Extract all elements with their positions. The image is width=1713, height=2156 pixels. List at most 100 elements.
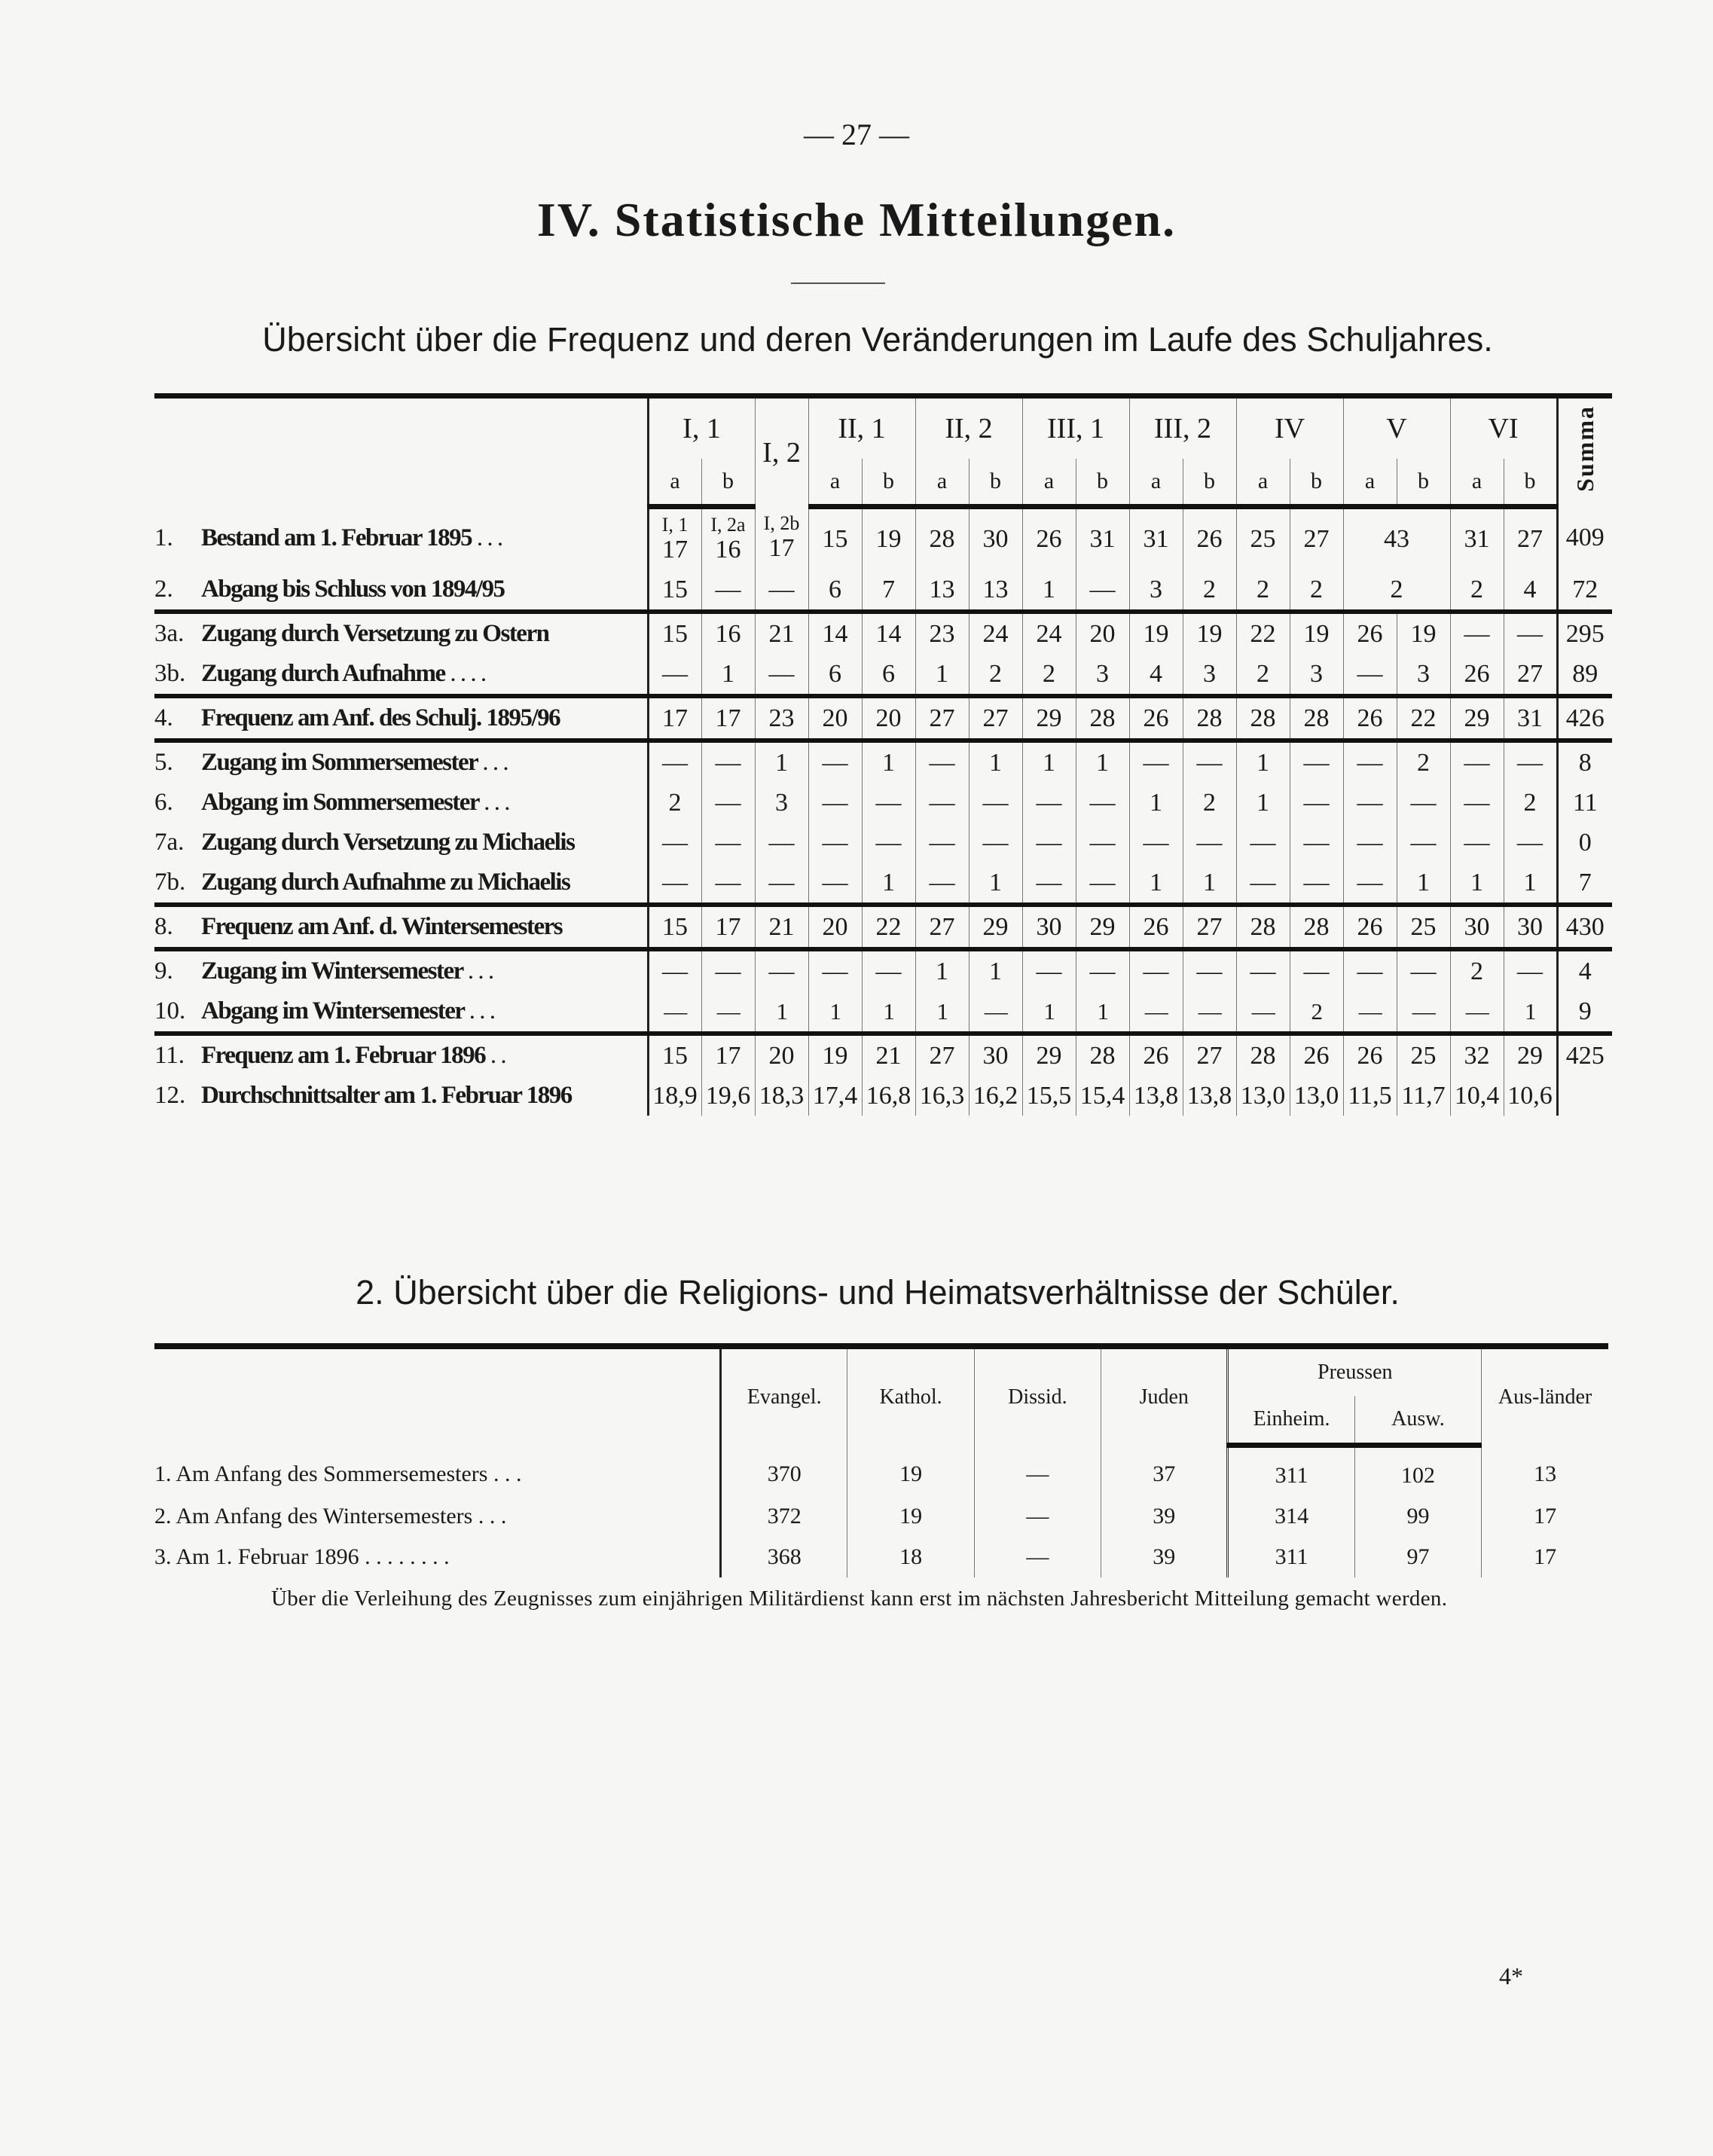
cell-value: — [1303, 957, 1330, 985]
table-cell: — [701, 570, 755, 614]
table-cell: — [1075, 570, 1129, 614]
note-paragraph: Über die Verleihung des Zeugnisses zum e… [271, 1586, 1448, 1611]
cell-value: 16 [715, 536, 741, 563]
table-cell: — [1503, 612, 1558, 654]
table-cell: 3 [1075, 654, 1129, 698]
cell-value: — [662, 748, 688, 777]
table-row: 7b. Zugang durch Aufnahme zu Michaelis — —… [154, 863, 1613, 907]
cell-value: — [929, 868, 955, 896]
table-cell: 2 [1182, 783, 1236, 823]
leader-dots: . . . [484, 789, 510, 816]
table-cell: — [973, 1496, 1101, 1537]
table-cell: — [1289, 863, 1344, 907]
cell-value: — [1198, 997, 1222, 1025]
table-cell: — [1342, 823, 1397, 863]
row-label-text: Abgang im Wintersemester [201, 997, 465, 1025]
table-cell: 13 [968, 570, 1022, 614]
cell-value: — [875, 957, 902, 985]
table-cell: — [1342, 783, 1397, 823]
table-cell: 6 [808, 570, 862, 614]
table-cell: — [1449, 783, 1504, 823]
row-number: 3a. [154, 620, 185, 647]
row-label-text: 1. Am Anfang des Sommersemesters [154, 1461, 488, 1487]
cell-value: 31 [1143, 525, 1169, 553]
table-cell: 2 [1449, 570, 1504, 614]
table-cell: 311 [1226, 1445, 1355, 1496]
table-cell: 13,0 [1289, 1076, 1344, 1116]
table-cell: 19 [847, 1445, 975, 1496]
table-cell: — [1021, 783, 1076, 823]
cell-value: — [1196, 957, 1223, 985]
table-cell: 1 [915, 949, 969, 991]
cell-value: 23 [768, 704, 795, 732]
table-cell: — [646, 949, 701, 991]
cell-value: 1 [936, 659, 948, 688]
row-label: 8. Frequenz am Anf. d. Wintersemesters [154, 905, 648, 951]
table-cell: 18,3 [754, 1076, 808, 1116]
cell-value: 18,9 [652, 1081, 698, 1110]
table-cell: 21 [861, 1034, 915, 1076]
cell-value: 2 [1257, 575, 1269, 603]
table-cell: 10,6 [1503, 1076, 1558, 1116]
cell-value: 16,3 [919, 1081, 965, 1110]
table-cell: 16 [701, 612, 755, 654]
cell-value: 17 [662, 704, 688, 732]
cell-value: 28 [1250, 1041, 1276, 1070]
section-title: IV. Statistische Mitteilungen. [536, 193, 1177, 246]
cell-value: — [1410, 957, 1437, 985]
cell-value: 1 [1043, 997, 1056, 1025]
summa-cell: 7 [1556, 863, 1613, 907]
table-cell: 1 [808, 991, 862, 1036]
table-cell: 1 [861, 741, 915, 783]
table-cell: — [973, 1445, 1101, 1496]
cell-value: — [1036, 828, 1062, 857]
table-cell: 2 [1235, 654, 1290, 698]
cell-value: 2 [989, 659, 1002, 688]
table-cell: 7 [861, 570, 915, 614]
row-label: 7a. Zugang durch Versetzung zu Michaelis [154, 823, 648, 863]
header-preussen: Preussen [1226, 1346, 1482, 1396]
row-label-text: Frequenz am Anf. des Schulj. 1895/96 [201, 704, 561, 731]
table-cell: 1 [861, 863, 915, 907]
table-cell: — [1182, 949, 1236, 991]
subclass-header: a [1235, 459, 1290, 509]
table-cell: 17 [1481, 1496, 1608, 1537]
cell-value: 26 [1464, 659, 1490, 688]
header-ausw: Ausw. [1354, 1396, 1482, 1448]
cell-value: — [768, 828, 795, 857]
summa-cell [1556, 1076, 1613, 1116]
table-cell: 2 [1021, 654, 1076, 698]
cell-value: — [822, 828, 848, 857]
cell-value: — [1036, 788, 1062, 817]
cell-value: — [1357, 957, 1383, 985]
subclass-header: b [701, 459, 755, 509]
cell-value: — [662, 828, 688, 857]
cell-value: 20 [1089, 619, 1116, 648]
cell-value: 1 [776, 997, 789, 1025]
row-number: 5. [154, 749, 173, 776]
page-number: — 27 — [804, 118, 909, 151]
table-cell: 4 [1128, 654, 1183, 698]
table-cell: — [861, 949, 915, 991]
cell-value: — [1464, 828, 1490, 857]
cell-value: — [875, 828, 902, 857]
cell-value: — [715, 868, 741, 896]
table-cell: 1 [1235, 783, 1290, 823]
cell-value: 1 [1150, 868, 1162, 896]
table-cell: — [808, 823, 862, 863]
table-cell: — [1021, 949, 1076, 991]
table-cell: — [754, 823, 808, 863]
cell-value: 15,5 [1026, 1081, 1072, 1110]
table-cell: 29 [1503, 1034, 1558, 1076]
table-cell: 13 [915, 570, 969, 614]
table-cell: 39 [1101, 1496, 1228, 1537]
row-label: 3a. Zugang durch Versetzung zu Ostern [154, 612, 648, 654]
table-cell: 22 [1396, 696, 1451, 743]
table-cell: 27 [915, 905, 969, 951]
cell-value: — [1089, 828, 1116, 857]
header-dissid: Dissid. [973, 1346, 1101, 1446]
table-cell: — [1342, 654, 1397, 698]
table-cell: 1 [968, 863, 1022, 907]
table-cell: — [646, 863, 701, 907]
table-cell: 13,0 [1235, 1076, 1290, 1116]
